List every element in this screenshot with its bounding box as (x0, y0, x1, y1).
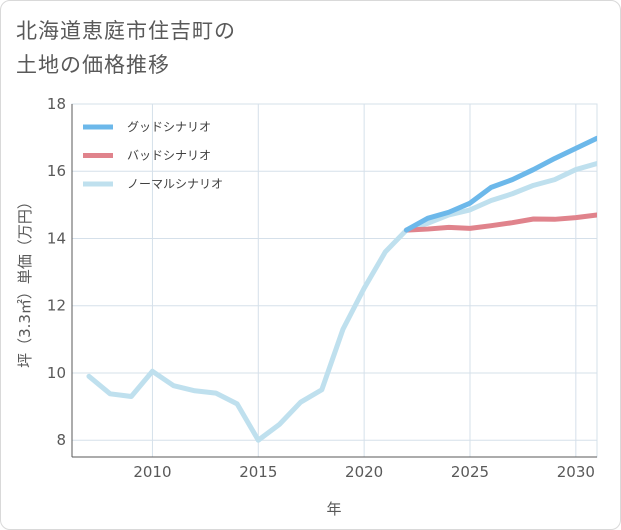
y-tick-label: 8 (56, 431, 66, 449)
x-axis-title: 年 (326, 500, 341, 518)
y-tick-label: 18 (47, 95, 66, 113)
chart-title: 北海道恵庭市住吉町の 土地の価格推移 (16, 14, 376, 82)
y-tick-label: 10 (47, 364, 66, 382)
grid (72, 103, 597, 457)
y-axis-title: 坪（3.3㎡）単価（万円） (16, 194, 34, 368)
legend-label[interactable]: バッドシナリオ (127, 149, 211, 163)
x-tick-label: 2010 (133, 463, 171, 481)
x-tick-label: 2015 (239, 463, 277, 481)
x-tick-label: 2020 (345, 463, 383, 481)
series-line-2 (86, 161, 597, 443)
legend-label[interactable]: ノーマルシナリオ (127, 177, 223, 191)
y-tick-label: 12 (47, 297, 66, 315)
series-line-1 (403, 212, 597, 233)
plot-frame (71, 103, 598, 458)
chart-title-line1: 北海道恵庭市住吉町の (16, 19, 236, 43)
y-tick-label: 14 (47, 229, 66, 247)
tick-labels: 2010 2015 2020 2025 2030 8 10 12 14 16 18 (47, 95, 595, 481)
x-tick-label: 2025 (451, 463, 489, 481)
x-tick-label: 2030 (557, 463, 595, 481)
legend-label[interactable]: グッドシナリオ (127, 120, 211, 134)
chart-title-line2: 土地の価格推移 (16, 53, 170, 77)
y-tick-label: 16 (47, 162, 66, 180)
series-lines (86, 135, 597, 443)
series-line-0 (403, 135, 597, 233)
